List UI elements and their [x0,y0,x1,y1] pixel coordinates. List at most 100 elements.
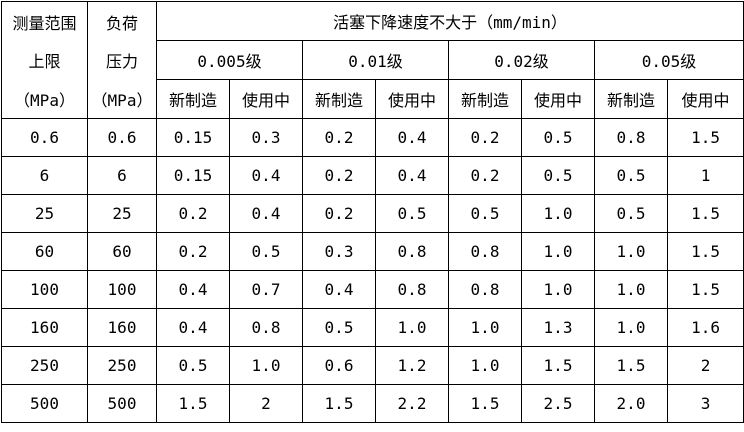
cell: 100 [87,270,157,309]
cell: 0.8 [594,118,668,157]
cell: 1.5 [302,384,376,423]
cell: 250 [87,346,157,385]
cell: 1.0 [521,194,595,233]
cell: 1.0 [521,270,595,309]
cell: 100 [1,270,88,309]
data-row: 160 160 0.4 0.8 0.5 1.0 1.0 1.3 1.0 1.6 [1,308,744,347]
cell: 1.5 [666,194,744,233]
cell: 1.5 [448,384,522,423]
cell: 0.2 [302,118,376,157]
cell: 0.5 [594,156,668,195]
cell: 0.5 [594,194,668,233]
header-line: 测量范围 [12,13,77,33]
cell: 2.5 [521,384,595,423]
cell: 0.8 [448,232,522,271]
cell: 0.5 [521,118,595,157]
header-stack: 负荷压力 （MPa） [88,2,156,118]
cell: 1.0 [594,232,668,271]
header-line: （MPa） [91,90,153,110]
data-row: 500 500 1.5 2 1.5 2.2 1.5 2.5 2.0 3 [1,384,744,423]
cell: 6 [87,156,157,195]
cell: 2 [666,346,744,385]
cell: 0.5 [448,194,522,233]
cell: 0.8 [375,232,449,271]
cell: 0.2 [302,194,376,233]
header-cell: 使用中 [666,78,744,120]
data-row: 25 25 0.2 0.4 0.2 0.5 0.5 1.0 0.5 1.5 [1,194,744,233]
cell: 1.5 [156,384,230,423]
table-body: 测量范围 上限 （MPa） 负荷 压力 （MPa） 活塞下降速度不大于（mm/min） 0.0… [1,0,744,423]
cell: 2.2 [375,384,449,423]
cell: 0.6 [302,346,376,385]
cell: 0.2 [156,194,230,233]
header-cell: 新制造 [156,78,230,120]
cell: 160 [1,308,88,347]
header-line: 压力 [105,52,138,71]
cell: 1.2 [375,346,449,385]
cell: 0.4 [302,270,376,309]
cell: 1 [666,156,744,195]
cell: 1.5 [521,346,595,385]
header-cell: 0.05级 [593,40,744,80]
cell: 0.2 [448,118,522,157]
header-cell: 使用中 [229,78,303,120]
header-line: （MPa） [14,90,75,110]
data-row: 60 60 0.2 0.5 0.3 0.8 0.8 1.0 1.0 1.5 [1,232,744,271]
cell: 1.0 [594,270,668,309]
cell: 500 [1,384,88,423]
cell: 0.3 [302,232,376,271]
header-cell: 使用中 [521,78,595,120]
cell: 1.0 [521,232,595,271]
cell: 500 [87,384,157,423]
cell: 1.5 [666,118,744,157]
cell: 0.2 [448,156,522,195]
header-stack: 测量范围上限 （MPa） [2,2,87,118]
header-cell: 0.005级 [156,40,303,80]
header-line: 负荷 [105,13,138,33]
cell: 25 [87,194,157,233]
cell: 60 [1,232,88,271]
cell: 1.0 [448,308,522,347]
cell: 0.5 [229,232,303,271]
header-line: 上限 [28,52,61,71]
cell: 0.6 [87,118,157,157]
header-cell: 新制造 [302,78,376,120]
header-row: 新制造 使用中 新制造 使用中 新制造 使用中 新制造 使用中 [2,78,744,120]
data-table: 测量范围 上限 （MPa） 负荷 压力 （MPa） 活塞下降速度不大于（mm/min） 0.0… [1,0,744,423]
cell: 0.5 [521,156,595,195]
cell: 160 [87,308,157,347]
data-row: 250 250 0.5 1.0 0.6 1.2 1.0 1.5 1.5 2 [1,346,744,385]
cell: 0.6 [1,118,88,157]
header-cell: 使用中 [375,78,449,120]
cell: 1.5 [666,232,744,271]
cell: 0.4 [375,118,449,157]
header-cell: 负荷压力 （MPa） [87,1,157,119]
cell: 0.5 [156,346,230,385]
cell: 0.2 [302,156,376,195]
cell: 1.5 [594,346,668,385]
cell: 0.4 [229,156,303,195]
header-row: 测量范围 上限 （MPa） 负荷 压力 （MPa） 活塞下降速度不大于（mm/min） [1,0,744,119]
cell: 0.3 [229,118,303,157]
cell: 1.0 [448,346,522,385]
data-row: 100 100 0.4 0.7 0.4 0.8 0.8 1.0 1.0 1.5 [1,270,744,309]
cell: 0.7 [229,270,303,309]
cell: 0.5 [375,194,449,233]
cell: 0.15 [156,118,230,157]
cell: 1.6 [666,308,744,347]
cell: 0.8 [375,270,449,309]
cell: 0.4 [156,308,230,347]
header-cell: 0.01级 [302,40,449,80]
cell: 1.0 [229,346,303,385]
header-cell: 0.02级 [448,40,595,80]
cell: 25 [1,194,88,233]
cell: 0.5 [302,308,376,347]
cell: 0.8 [448,270,522,309]
cell: 3 [666,384,744,423]
cell: 1.5 [666,270,744,309]
header-cell: 新制造 [448,78,522,120]
cell: 0.15 [156,156,230,195]
cell: 0.2 [156,232,230,271]
header-cell: 测量范围上限 （MPa） [1,1,88,119]
